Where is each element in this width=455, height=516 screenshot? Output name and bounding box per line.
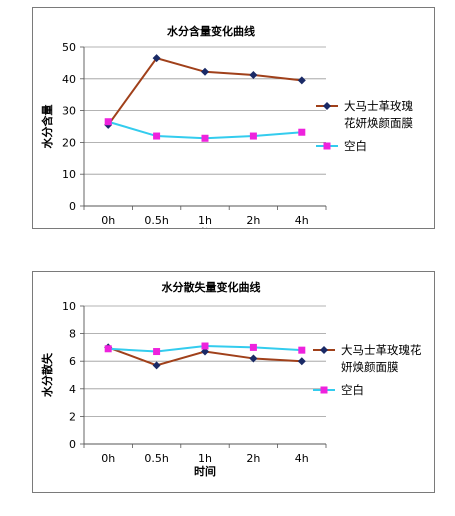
water-loss-chart: 水分散失量变化曲线 0 2 4 6 8 10 0h 0.5h 1h 2h 4h 时间 水分散失 大马士革玫瑰… [40, 280, 422, 478]
chart-panel-water-loss: 水分散失量变化曲线 0 2 4 6 8 10 0h 0.5h 1h 2h 4h 时间 水分散失 大马士革玫瑰… [32, 271, 435, 493]
legend-label: 花妍焕颜面膜 [344, 116, 413, 130]
legend-label: 妍焕颜面膜 [341, 360, 399, 374]
data-point-square [201, 342, 209, 350]
data-point-diamond [152, 54, 161, 63]
chart-title: 水分含量变化曲线 [167, 24, 255, 38]
y-axis-title: 水分散失 [40, 352, 54, 397]
y-tick-label: 0 [69, 438, 76, 451]
data-point-square [201, 134, 209, 142]
data-point-diamond [249, 354, 258, 363]
data-point-diamond [201, 347, 209, 356]
legend-label: 大马士革玫瑰 [344, 99, 413, 113]
y-tick-label: 20 [62, 136, 76, 149]
x-tick-label: 2h [246, 214, 260, 227]
chart-title: 水分散失量变化曲线 [162, 280, 261, 294]
data-point-diamond [152, 361, 161, 370]
x-axis-title: 时间 [194, 226, 216, 228]
x-axis-title: 时间 [194, 464, 216, 478]
water-content-chart: 水分含量变化曲线 0 10 20 30 40 50 0h 0.5h 1h 2h 4h 时间 水分含量 大马士… [40, 24, 413, 228]
x-tick-label: 0h [101, 214, 115, 227]
y-tick-label: 30 [62, 105, 76, 118]
x-tick-label: 0.5h [144, 452, 168, 465]
data-point-square [153, 348, 161, 356]
data-point-square [298, 346, 306, 354]
legend-marker-diamond [320, 346, 328, 354]
data-point-square [104, 118, 112, 126]
y-tick-label: 6 [69, 355, 76, 368]
legend-label: 大马士革玫瑰花 [341, 343, 422, 357]
y-tick-label: 8 [69, 328, 76, 341]
y-tick-label: 2 [69, 410, 76, 423]
x-tick-label: 1h [198, 452, 212, 465]
x-tick-label: 0.5h [144, 214, 168, 227]
y-tick-label: 40 [62, 73, 76, 86]
data-point-diamond [297, 357, 306, 366]
x-tick-label: 4h [295, 452, 309, 465]
data-point-diamond [201, 67, 209, 76]
legend-label: 空白 [341, 383, 364, 397]
x-tick-label: 4h [295, 214, 309, 227]
data-point-diamond [249, 70, 258, 79]
data-point-square [249, 343, 257, 351]
legend-label: 空白 [344, 139, 367, 153]
y-tick-label: 0 [69, 200, 76, 213]
y-tick-label: 10 [62, 300, 76, 313]
y-tick-label: 10 [62, 168, 76, 181]
legend-marker-square [320, 386, 328, 394]
data-point-square [153, 132, 161, 140]
data-point-square [298, 128, 306, 136]
data-point-diamond [297, 76, 306, 85]
x-tick-label: 1h [198, 214, 212, 227]
chart-panel-water-content: 水分含量变化曲线 0 10 20 30 40 50 0h 0.5h 1h 2h 4h 时间 水分含量 大马士… [32, 7, 435, 229]
data-point-square [104, 345, 112, 353]
legend-marker-diamond [323, 102, 331, 110]
y-axis-title: 水分含量 [40, 105, 54, 149]
y-tick-label: 4 [69, 383, 76, 396]
x-tick-label: 0h [101, 452, 115, 465]
legend-marker-square [323, 142, 331, 150]
y-tick-label: 50 [62, 41, 76, 54]
x-tick-label: 2h [246, 452, 260, 465]
data-point-square [249, 132, 257, 140]
